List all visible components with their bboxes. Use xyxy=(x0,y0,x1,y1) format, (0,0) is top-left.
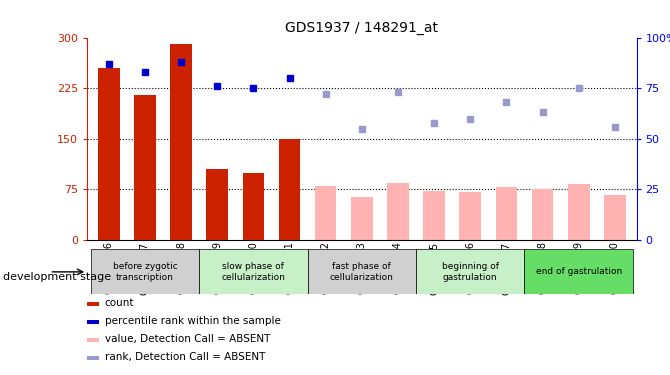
Bar xyxy=(351,198,373,240)
Text: beginning of
gastrulation: beginning of gastrulation xyxy=(442,262,498,282)
Bar xyxy=(90,249,199,294)
Bar xyxy=(308,249,416,294)
Title: GDS1937 / 148291_at: GDS1937 / 148291_at xyxy=(285,21,438,35)
Bar xyxy=(243,172,264,240)
Text: count: count xyxy=(105,298,134,308)
Text: fast phase of
cellularization: fast phase of cellularization xyxy=(330,262,394,282)
Text: slow phase of
cellularization: slow phase of cellularization xyxy=(221,262,285,282)
Bar xyxy=(315,186,336,240)
Bar xyxy=(134,95,155,240)
Bar xyxy=(604,195,626,240)
Bar xyxy=(206,169,228,240)
Bar xyxy=(387,183,409,240)
Bar xyxy=(199,249,308,294)
Bar xyxy=(460,192,481,240)
Text: before zygotic
transcription: before zygotic transcription xyxy=(113,262,178,282)
Text: rank, Detection Call = ABSENT: rank, Detection Call = ABSENT xyxy=(105,352,265,362)
Bar xyxy=(416,249,525,294)
Text: percentile rank within the sample: percentile rank within the sample xyxy=(105,316,280,326)
Bar xyxy=(525,249,633,294)
Bar xyxy=(170,44,192,240)
Bar xyxy=(423,191,445,240)
Text: development stage: development stage xyxy=(3,272,111,282)
Bar xyxy=(567,184,590,240)
Bar xyxy=(98,68,120,240)
Text: value, Detection Call = ABSENT: value, Detection Call = ABSENT xyxy=(105,334,270,344)
Bar xyxy=(496,188,517,240)
Bar xyxy=(279,139,300,240)
Text: end of gastrulation: end of gastrulation xyxy=(535,267,622,276)
Bar xyxy=(532,189,553,240)
